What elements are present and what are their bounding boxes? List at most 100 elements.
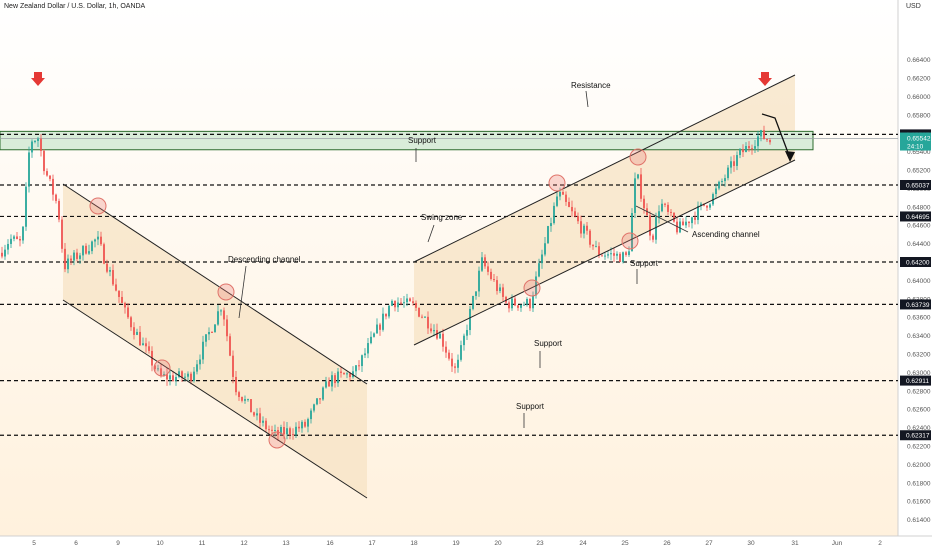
candle-body xyxy=(649,215,651,236)
candle-body xyxy=(766,139,768,141)
candle-body xyxy=(718,181,720,189)
candle-body xyxy=(94,239,96,242)
candle-body xyxy=(175,377,177,381)
touch-circle-4 xyxy=(548,174,566,192)
candle-body xyxy=(88,251,90,254)
x-tick-label-0: 5 xyxy=(32,540,36,547)
x-tick-label-1: 6 xyxy=(74,540,78,547)
candle-body xyxy=(388,305,390,317)
x-tick-label-8: 17 xyxy=(368,540,376,547)
candle-body xyxy=(82,245,84,256)
candle-body xyxy=(688,221,690,224)
y-tick-label-20: 0.62400 xyxy=(907,425,931,432)
candle-body xyxy=(760,130,762,137)
candle-body xyxy=(580,221,582,234)
candle-body xyxy=(76,252,78,259)
y-tick-label-8: 0.64800 xyxy=(907,204,931,211)
annotation-pointer-4 xyxy=(635,205,689,233)
candle-body xyxy=(520,304,522,308)
candle-body xyxy=(550,223,552,227)
candle-body xyxy=(625,252,627,255)
candle-body xyxy=(694,217,696,220)
touch-circle-2 xyxy=(153,359,171,377)
price-label-3: 0.64695 xyxy=(906,214,930,221)
annotation-label-6: Support xyxy=(534,339,563,348)
candle-body xyxy=(241,396,243,401)
candle-body xyxy=(574,211,576,217)
touch-circle-6 xyxy=(523,279,541,297)
candle-body xyxy=(631,213,633,252)
candle-body xyxy=(463,335,465,346)
candle-body xyxy=(679,221,681,233)
candle-body xyxy=(571,206,573,212)
x-tick-label-16: 27 xyxy=(705,540,713,547)
candle-body xyxy=(148,346,150,351)
candle-body xyxy=(409,298,411,302)
candle-body xyxy=(358,365,360,367)
candle-body xyxy=(562,191,564,195)
y-tick-label-14: 0.63600 xyxy=(907,315,931,322)
candle-body xyxy=(370,336,372,344)
candle-body xyxy=(505,296,507,303)
candle-body xyxy=(727,167,729,179)
candle-body xyxy=(583,225,585,234)
candle-body xyxy=(316,398,318,405)
y-tick-label-10: 0.64400 xyxy=(907,241,931,248)
candle-body xyxy=(745,146,747,153)
candle-body xyxy=(469,308,471,331)
candle-body xyxy=(460,345,462,360)
y-tick-label-1: 0.66200 xyxy=(907,76,931,83)
candle-body xyxy=(274,430,276,432)
candle-body xyxy=(379,324,381,330)
x-tick-label-2: 9 xyxy=(116,540,120,547)
candle-body xyxy=(214,324,216,333)
candle-body xyxy=(622,252,624,262)
candle-body xyxy=(313,404,315,411)
candle-body xyxy=(445,346,447,353)
price-label-bg-5 xyxy=(900,299,931,310)
annotation-label-2: Swing zone xyxy=(421,213,463,222)
candle-body xyxy=(499,287,501,292)
candle-body xyxy=(736,155,738,166)
x-tick-label-17: 30 xyxy=(747,540,755,547)
candle-body xyxy=(163,374,165,376)
descending-channel-band xyxy=(63,184,367,498)
candle-body xyxy=(40,138,42,151)
y-tick-label-16: 0.63200 xyxy=(907,352,931,359)
candle-body xyxy=(640,174,642,199)
candle-body xyxy=(565,194,567,202)
price-label-5: 0.63739 xyxy=(906,302,930,309)
candle-body xyxy=(451,358,453,367)
candle-body xyxy=(415,302,417,308)
candle-body xyxy=(430,328,432,332)
candle-body xyxy=(52,178,54,195)
candle-body xyxy=(748,146,750,149)
candle-body xyxy=(31,141,33,153)
x-tick-label-7: 16 xyxy=(326,540,334,547)
candle-body xyxy=(64,248,66,270)
price-label-bg-7 xyxy=(900,430,931,441)
touch-circle-0 xyxy=(89,197,107,215)
price-label-bg-3 xyxy=(900,211,931,222)
y-tick-label-6: 0.65200 xyxy=(907,168,931,175)
candle-body xyxy=(391,300,393,306)
candle-body xyxy=(61,219,63,249)
candle-body xyxy=(757,136,759,147)
candle-body xyxy=(289,428,291,435)
candle-body xyxy=(364,353,366,356)
x-tick-label-18: 31 xyxy=(791,540,799,547)
candle-body xyxy=(517,305,519,308)
candle-body xyxy=(538,263,540,277)
annotation-pointer-0 xyxy=(585,90,589,108)
projection-arrow-icon xyxy=(785,151,795,162)
candle-body xyxy=(667,204,669,212)
candle-body xyxy=(400,302,402,304)
candle-body xyxy=(721,181,723,183)
candle-body xyxy=(292,434,294,436)
candle-body xyxy=(442,333,444,347)
price-label-bg-2 xyxy=(900,179,931,190)
candle-body xyxy=(532,295,534,309)
candle-body xyxy=(79,255,81,259)
candle-body xyxy=(49,175,51,179)
